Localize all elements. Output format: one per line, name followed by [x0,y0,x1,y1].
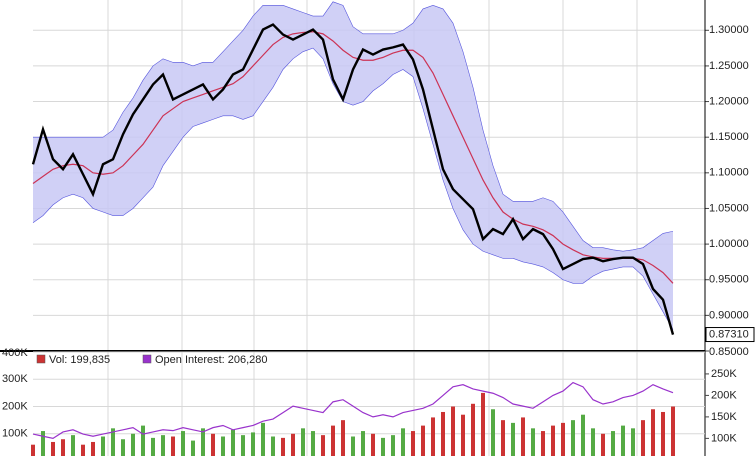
volume-bar [381,437,385,456]
volume-bar [611,431,615,456]
y-tick-label: 1.05000 [709,202,749,214]
volume-bar [311,431,315,456]
y-tick-label: 1.20000 [709,95,749,107]
volume-bar [261,422,265,456]
moving-average-line [32,31,674,284]
y2-tick-label: 250K [711,368,737,380]
volume-bar [121,439,125,456]
legend-swatch [142,354,152,364]
y-tick-label: 100K [2,428,28,440]
volume-bar [541,431,545,456]
volume-bar [641,420,645,456]
volume-bar [181,431,185,456]
volume-bar [51,441,55,456]
y-tick-label: 1.30000 [709,24,749,36]
y-tick-label: 0.95000 [709,274,749,286]
volume-bar [161,435,165,456]
volume-bar [431,417,435,456]
volume-bar [401,428,405,456]
y-tick-label: 1.00000 [709,238,749,250]
volume-bar [251,432,255,456]
volume-bar [31,444,35,456]
volume-bar [241,435,245,456]
volume-bar [141,425,145,456]
volume-bar [461,414,465,456]
volume-bar [331,425,335,456]
volume-bar [371,433,375,456]
volume-bar [671,406,675,456]
volume-bar [581,414,585,456]
y-tick-label: 0.90000 [709,309,749,321]
volume-bar [111,428,115,456]
last-price-label: 0.87310 [709,328,749,340]
volume-bar [151,437,155,456]
volume-bar [531,428,535,456]
volume-bar [211,433,215,456]
legend-label: Vol: 199,835 [49,354,110,366]
volume-bar [191,440,195,456]
volume-bar [561,422,565,456]
volume-bar [61,439,65,456]
volume-bar [421,425,425,456]
y2-tick-label: 150K [711,411,737,423]
volume-bar [451,406,455,456]
y-tick-label: 400K [2,347,28,359]
volume-bar [631,428,635,456]
y2-tick-label: 200K [711,389,737,401]
volume-bar [301,428,305,456]
y2-tick-label: 100K [711,432,737,444]
volume-bar [501,420,505,456]
volume-bar [441,411,445,456]
volume-bar [171,436,175,456]
band-line [32,47,674,330]
volume-bar [601,433,605,456]
volume-bar [71,435,75,456]
legend-label: Open Interest: 206,280 [155,354,268,366]
volume-bar [41,431,45,456]
band-line [33,1,674,252]
volume-bar [411,431,415,456]
y-tick-label: 300K [2,373,28,385]
volume-bar [231,429,235,456]
volume-bar [91,441,95,456]
volume-bar [661,411,665,456]
volume-bar [391,435,395,456]
volume-bar [521,417,525,456]
volume-bar [281,437,285,456]
volume-bar [491,409,495,456]
y-tick-label: 200K [2,400,28,412]
volume-bar [341,420,345,456]
y-tick-label: 1.10000 [709,167,749,179]
volume-bar [471,403,475,456]
volume-bar [511,422,515,456]
volume-bar [101,436,105,456]
volume-bar [651,409,655,456]
legend-swatch [36,354,46,364]
bollinger-band-fill [33,1,673,330]
volume-bar [291,433,295,456]
last-price-box [705,327,755,343]
volume-bar [351,436,355,456]
volume-bar [81,444,85,456]
volume-bar [481,392,485,456]
volume-bar [271,436,275,456]
open-interest-line [32,381,674,440]
y-tick-label: 1.15000 [709,131,749,143]
volume-bar [221,436,225,456]
y-tick-label: 1.25000 [709,60,749,72]
volume-bar [571,420,575,456]
volume-bar [201,428,205,456]
volume-bar [591,428,595,456]
volume-bar [551,425,555,456]
volume-bar [131,433,135,456]
y-tick-label: 0.85000 [709,346,749,358]
price-line [31,23,675,335]
volume-bar [621,425,625,456]
volume-bar [361,431,365,456]
volume-bar [321,435,325,456]
